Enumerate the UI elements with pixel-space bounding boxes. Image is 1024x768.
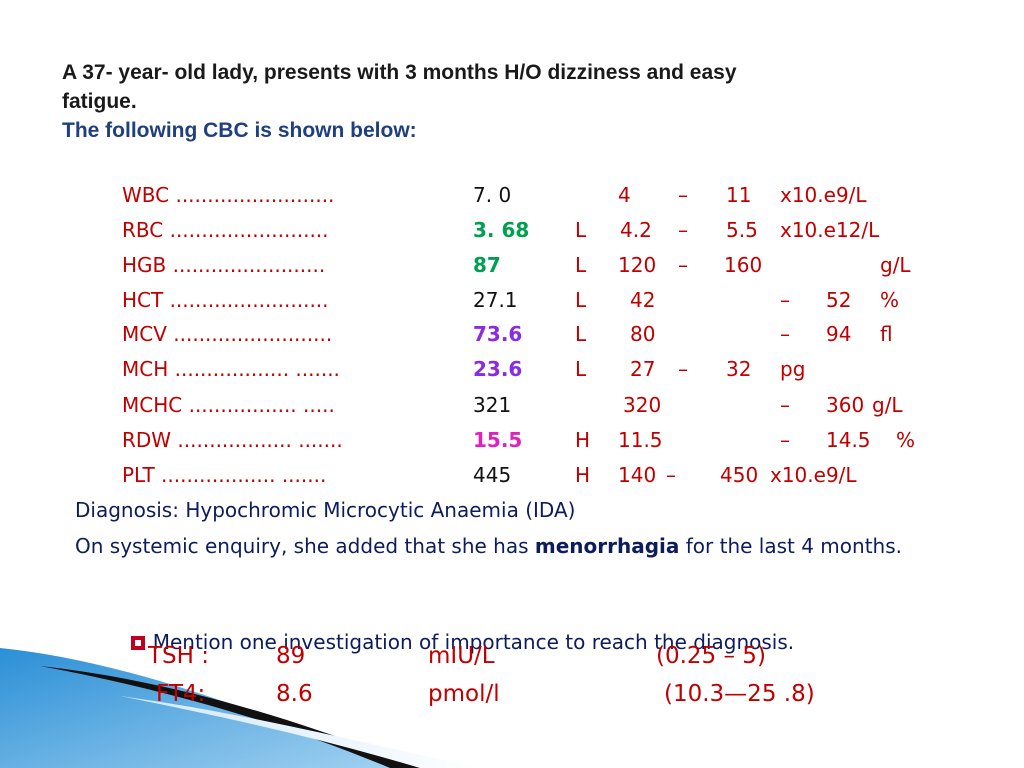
cbc-name: WBC ......................... xyxy=(122,183,335,207)
diagnosis-line: Diagnosis: Hypochromic Microcytic Anaemi… xyxy=(75,496,995,524)
title-subtitle: The following CBC is shown below: xyxy=(62,119,417,142)
cbc-high: 450 xyxy=(720,463,759,487)
cbc-value: 7. 0 xyxy=(473,183,512,207)
cbc-unit: % xyxy=(896,428,916,452)
title-line-1: A 37- year- old lady, presents with 3 mo… xyxy=(62,61,737,84)
cbc-high: 160 xyxy=(724,253,763,277)
cbc-low: 80 xyxy=(630,322,656,346)
cbc-name: RDW .................. ....... xyxy=(122,428,343,452)
cbc-dash: – xyxy=(780,393,790,417)
lab-unit: pmol/l xyxy=(428,681,500,707)
cbc-low: 11.5 xyxy=(618,428,663,452)
cbc-value: 3. 68 xyxy=(473,218,530,242)
cbc-value: 73.6 xyxy=(473,322,523,346)
cbc-dash: – xyxy=(780,322,790,346)
cbc-high: 52 xyxy=(826,288,852,312)
cbc-high: 360 xyxy=(826,393,865,417)
cbc-value: 15.5 xyxy=(473,428,523,452)
lab-range: (0.25 – 5) xyxy=(656,643,766,669)
enquiry-after: for the last 4 months. xyxy=(679,534,902,558)
cbc-dash: – xyxy=(780,288,790,312)
cbc-unit: x10.e12/L xyxy=(780,218,880,242)
cbc-unit: g/L xyxy=(872,393,903,417)
title-line-2: fatigue. xyxy=(62,90,137,113)
cbc-unit: pg xyxy=(780,357,806,381)
cbc-value: 445 xyxy=(473,463,512,487)
cbc-value: 87 xyxy=(473,253,501,277)
cbc-value: 27.1 xyxy=(473,288,518,312)
cbc-unit: x10.e9/L xyxy=(770,463,857,487)
cbc-name: RBC ......................... xyxy=(122,218,329,242)
cbc-flag: L xyxy=(575,218,587,242)
lab-name: FT4: xyxy=(156,681,206,707)
cbc-high: 14.5 xyxy=(826,428,871,452)
decorative-swoosh xyxy=(0,648,480,768)
cbc-name: PLT .................. ....... xyxy=(122,463,327,487)
enquiry-before: On systemic enquiry, she added that she … xyxy=(75,534,535,558)
cbc-low: 42 xyxy=(630,288,656,312)
diagnosis-text: Hypochromic Microcytic Anaemia (IDA) xyxy=(178,498,576,522)
cbc-name: MCV ......................... xyxy=(122,322,333,346)
cbc-dash: – xyxy=(678,357,688,381)
cbc-high: 94 xyxy=(826,322,852,346)
cbc-unit: % xyxy=(880,288,900,312)
cbc-name: MCH .................. ....... xyxy=(122,357,340,381)
lab-value: 89 xyxy=(276,643,306,669)
cbc-name: MCHC ................. ..... xyxy=(122,393,335,417)
lab-unit: mIU/L xyxy=(428,643,495,669)
cbc-low: 140 xyxy=(618,463,657,487)
cbc-flag: L xyxy=(575,357,587,381)
diagnosis-label: Diagnosis: xyxy=(75,498,179,522)
cbc-name: HCT ......................... xyxy=(122,288,329,312)
cbc-dash: – xyxy=(678,218,688,242)
cbc-low: 4.2 xyxy=(620,218,652,242)
cbc-unit: x10.e9/L xyxy=(780,183,867,207)
enquiry-bold: menorrhagia xyxy=(534,534,680,558)
enquiry-paragraph: On systemic enquiry, she added that she … xyxy=(75,532,1023,560)
cbc-low: 27 xyxy=(630,357,656,381)
cbc-flag: H xyxy=(575,428,591,452)
cbc-unit: fl xyxy=(880,322,893,346)
question-text: Mention one investigation of importance … xyxy=(152,630,795,654)
cbc-dash: – xyxy=(666,463,676,487)
cbc-low: 4 xyxy=(618,183,631,207)
cbc-name: HGB ........................ xyxy=(122,253,326,277)
slide-title: A 37- year- old lady, presents with 3 mo… xyxy=(62,58,962,145)
cbc-value: 23.6 xyxy=(473,357,523,381)
cbc-dash: – xyxy=(678,253,688,277)
square-bullet-icon xyxy=(130,636,145,650)
cbc-unit: g/L xyxy=(880,253,911,277)
cbc-flag: L xyxy=(575,253,587,277)
lab-name: TSH : xyxy=(148,643,210,669)
cbc-flag: H xyxy=(575,463,591,487)
cbc-dash: – xyxy=(780,428,790,452)
lab-value: 8.6 xyxy=(276,681,313,707)
cbc-low: 120 xyxy=(618,253,657,277)
cbc-flag: L xyxy=(575,288,587,312)
cbc-high: 11 xyxy=(726,183,752,207)
question-bullet: Mention one investigation of importance … xyxy=(118,606,794,654)
cbc-value: 321 xyxy=(473,393,512,417)
cbc-low: 320 xyxy=(623,393,662,417)
lab-range: (10.3—25 .8) xyxy=(664,681,815,707)
cbc-high: 5.5 xyxy=(726,218,758,242)
cbc-high: 32 xyxy=(726,357,752,381)
cbc-flag: L xyxy=(575,322,587,346)
cbc-dash: – xyxy=(678,183,688,207)
